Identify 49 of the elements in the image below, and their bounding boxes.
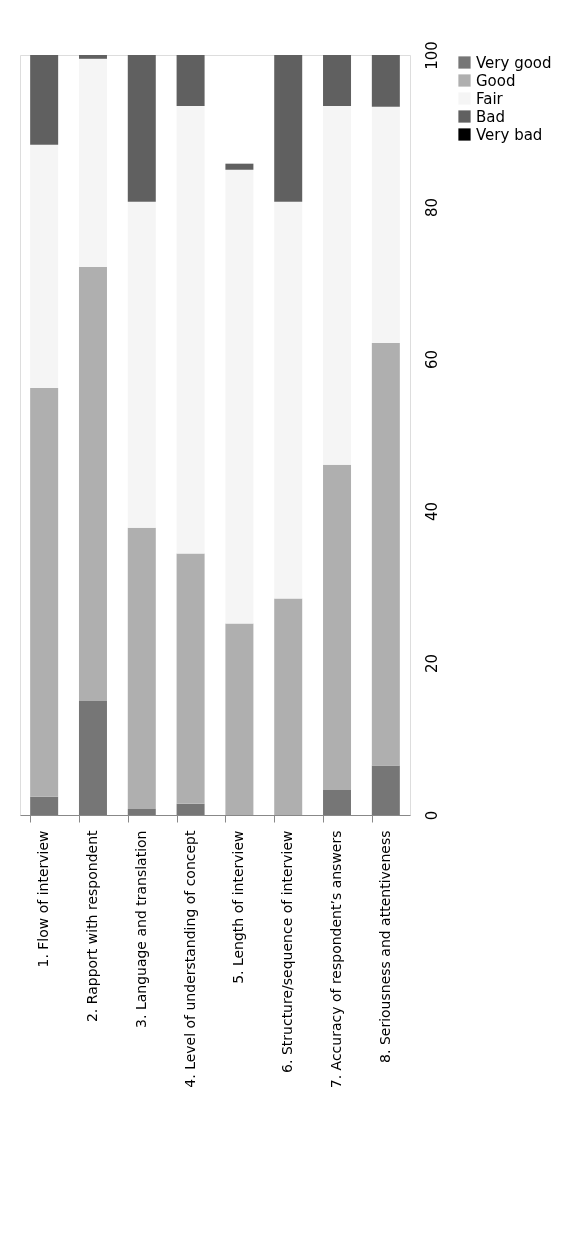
y-tick-label: 40 <box>422 501 441 522</box>
bar <box>176 105 205 554</box>
bar <box>78 267 107 701</box>
bar <box>371 343 400 766</box>
x-tick-label: 7. Accuracy of respondent’s answers <box>328 830 345 1089</box>
x-tick-label: 2. Rapport with respondent <box>83 830 100 1023</box>
x-tick-label: 1. Flow of interview <box>35 830 52 968</box>
legend-label: Fair <box>476 89 504 108</box>
bar <box>371 765 400 815</box>
bar <box>176 803 205 815</box>
bar <box>274 201 303 599</box>
legend-label: Bad <box>476 107 506 126</box>
bar <box>30 144 59 388</box>
bar <box>127 55 156 202</box>
bar <box>78 55 107 59</box>
bar <box>371 106 400 344</box>
bar <box>127 201 156 528</box>
bar <box>176 553 205 804</box>
x-tick-label: 6. Structure/sequence of interview <box>279 830 296 1073</box>
x-tick-label: 3. Language and translation <box>132 830 149 1028</box>
bar <box>176 55 205 106</box>
bar <box>323 55 352 106</box>
bar <box>30 796 59 815</box>
bar <box>78 58 107 268</box>
legend-label: Very bad <box>476 125 543 144</box>
bar <box>30 387 59 797</box>
y-tick-label: 60 <box>422 349 441 370</box>
x-tick-label: 4. Level of understanding of concept <box>181 830 198 1088</box>
bar <box>323 789 352 815</box>
bar <box>127 527 156 809</box>
bar <box>30 55 59 145</box>
bar <box>78 701 107 815</box>
bar <box>274 598 303 815</box>
bar <box>323 464 352 790</box>
bar <box>371 55 400 107</box>
bar <box>225 163 254 170</box>
x-tick-label: 5. Length of interview <box>230 830 247 984</box>
y-tick-label: 80 <box>422 197 441 218</box>
bar <box>225 623 254 815</box>
x-tick-label: 8. Seriousness and attentiveness <box>376 830 393 1063</box>
bar <box>323 105 352 465</box>
bar <box>225 169 254 624</box>
bar <box>127 808 156 815</box>
y-tick-label: 100 <box>422 41 441 70</box>
y-tick-label: 20 <box>422 653 441 674</box>
y-tick-label: 0 <box>422 810 441 821</box>
legend-label: Very good <box>476 53 552 72</box>
legend-label: Good <box>476 71 516 90</box>
bar <box>274 55 303 202</box>
